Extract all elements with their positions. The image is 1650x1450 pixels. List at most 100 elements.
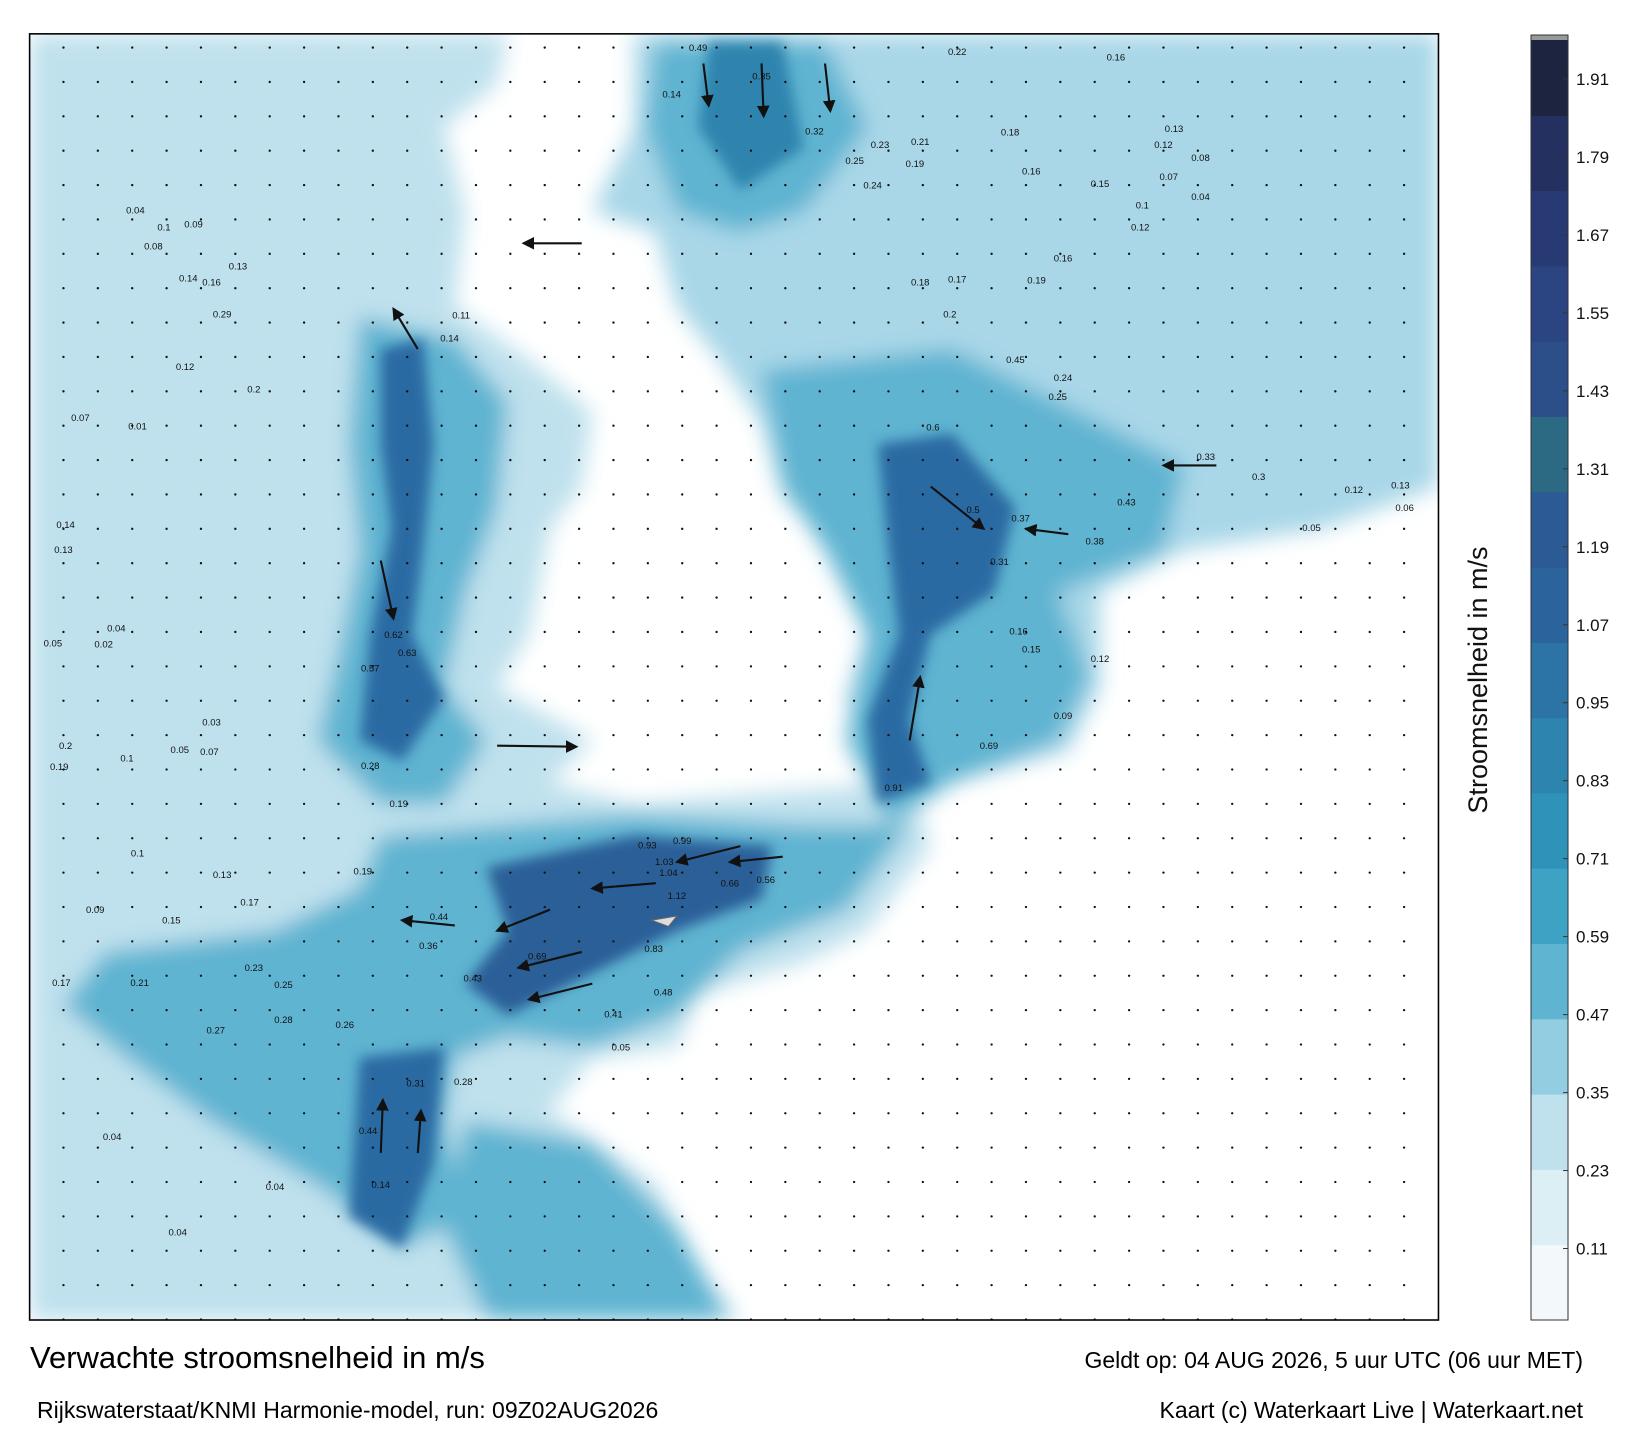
grid-dot xyxy=(406,493,409,496)
grid-dot xyxy=(165,424,168,427)
grid-dot xyxy=(62,149,65,152)
grid-dot xyxy=(956,252,959,256)
grid-dot xyxy=(302,115,306,118)
grid-dot xyxy=(646,355,650,359)
grid-dot xyxy=(543,1077,546,1081)
grid-dot xyxy=(337,355,340,359)
grid-dot xyxy=(337,287,340,290)
grid-dot xyxy=(371,699,375,702)
grid-dot xyxy=(1368,321,1371,324)
grid-dot xyxy=(1299,1112,1303,1115)
grid-dot xyxy=(199,905,203,909)
grid-dot xyxy=(577,562,581,565)
speed-label: 0.14 xyxy=(179,273,198,284)
grid-dot xyxy=(1231,1043,1234,1046)
grid-dot xyxy=(921,562,925,565)
grid-dot xyxy=(646,837,650,840)
grid-dot xyxy=(784,390,787,393)
speed-label: 0.1 xyxy=(1136,200,1149,211)
grid-dot xyxy=(131,871,134,874)
grid-dot xyxy=(1402,768,1406,771)
grid-dot xyxy=(62,321,65,324)
grid-dot xyxy=(1368,252,1371,256)
grid-dot xyxy=(268,1146,271,1149)
grid-dot xyxy=(371,493,375,496)
grid-dot xyxy=(921,493,925,496)
grid-dot xyxy=(818,699,821,702)
grid-dot xyxy=(887,46,890,49)
grid-dot xyxy=(406,871,409,874)
grid-dot xyxy=(1162,974,1165,977)
grid-dot xyxy=(749,562,753,565)
grid-dot xyxy=(1402,1112,1406,1115)
grid-dot xyxy=(956,1043,959,1046)
grid-dot xyxy=(612,183,615,187)
grid-dot xyxy=(165,355,168,359)
grid-dot xyxy=(268,733,271,737)
grid-dot xyxy=(199,802,203,806)
grid-dot xyxy=(1231,733,1234,737)
grid-dot xyxy=(990,287,993,290)
colorbar-tick-label: 0.83 xyxy=(1576,772,1609,791)
grid-dot xyxy=(681,1146,684,1149)
grid-dot xyxy=(268,149,271,152)
grid-dot xyxy=(371,1043,375,1046)
grid-dot xyxy=(1059,1249,1062,1252)
grid-dot xyxy=(268,1215,271,1218)
grid-dot xyxy=(1093,390,1096,393)
grid-dot xyxy=(990,355,993,359)
grid-dot xyxy=(921,1283,925,1287)
grid-dot xyxy=(1059,1043,1062,1046)
grid-dot xyxy=(784,802,787,806)
grid-dot xyxy=(818,287,821,290)
grid-dot xyxy=(1402,1077,1406,1081)
grid-dot xyxy=(1162,355,1165,359)
grid-dot xyxy=(1299,46,1303,49)
grid-dot xyxy=(268,940,271,943)
current-arrow xyxy=(1023,523,1069,537)
grid-dot xyxy=(818,183,821,187)
grid-dot xyxy=(509,940,512,943)
grid-dot xyxy=(852,424,856,427)
grid-dot xyxy=(131,355,134,359)
speed-label: 0.45 xyxy=(1006,355,1025,366)
grid-dot xyxy=(131,321,134,324)
grid-dot xyxy=(406,1180,409,1184)
speed-label: 0.09 xyxy=(184,219,203,230)
grid-dot xyxy=(543,802,546,806)
grid-dot xyxy=(681,1180,684,1184)
grid-dot xyxy=(474,218,478,221)
grid-dot xyxy=(62,837,65,840)
grid-dot xyxy=(406,527,409,531)
grid-dot xyxy=(1196,596,1200,599)
grid-dot xyxy=(681,458,684,462)
grid-dot xyxy=(1265,458,1268,462)
grid-dot xyxy=(1299,252,1303,256)
grid-dot xyxy=(818,321,821,324)
grid-dot xyxy=(1265,355,1268,359)
grid-dot xyxy=(1231,46,1234,49)
grid-dot xyxy=(440,183,443,187)
grid-dot xyxy=(1162,905,1165,909)
grid-dot xyxy=(1265,424,1268,427)
colorbar-tick-label: 1.91 xyxy=(1576,70,1609,89)
grid-dot xyxy=(1127,733,1131,737)
grid-dot xyxy=(887,974,890,977)
grid-dot xyxy=(96,1283,100,1287)
grid-dot xyxy=(62,46,65,49)
grid-dot xyxy=(990,871,993,874)
grid-dot xyxy=(612,768,615,771)
colorbar-tick-label: 0.11 xyxy=(1576,1240,1608,1259)
grid-dot xyxy=(1299,321,1303,324)
grid-dot xyxy=(165,252,168,256)
grid-dot xyxy=(1059,1215,1062,1218)
grid-dot xyxy=(818,1112,821,1115)
grid-dot xyxy=(440,527,443,531)
grid-dot xyxy=(371,390,375,393)
grid-dot xyxy=(818,940,821,943)
grid-dot xyxy=(543,252,546,256)
grid-dot xyxy=(1127,252,1131,256)
grid-dot xyxy=(268,596,271,599)
grid-dot xyxy=(509,1249,512,1252)
grid-dot xyxy=(1299,1146,1303,1149)
